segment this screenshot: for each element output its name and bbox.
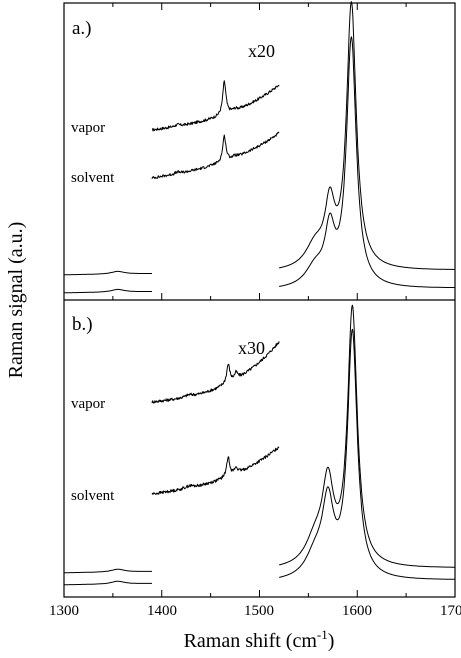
panel-b-vapor-magnified bbox=[151, 341, 280, 404]
panel-a-solvent-label: solvent bbox=[71, 170, 115, 186]
x-tick-label: 1700 bbox=[440, 603, 461, 619]
panel-a-vapor-magnified bbox=[151, 80, 280, 132]
panel-a-solvent-magnified bbox=[151, 131, 280, 180]
panel-a-vapor-baseline-right bbox=[278, 1, 455, 270]
panel-b-solvent-baseline-left bbox=[64, 580, 152, 586]
x-axis-ticks bbox=[63, 3, 456, 597]
panel-a-vapor-baseline-left bbox=[63, 270, 152, 276]
panel-a-vapor-label: vapor bbox=[71, 120, 105, 136]
panel-a-solvent-baseline-right bbox=[279, 36, 455, 289]
panel-b-vapor-baseline-right bbox=[278, 304, 455, 568]
x-tick-label: 1400 bbox=[147, 603, 177, 619]
x-axis-label-superscript: -1 bbox=[317, 627, 328, 642]
x-tick-label: 1300 bbox=[49, 603, 79, 619]
panel-a-multiplier: x20 bbox=[248, 41, 275, 61]
panel-b-solvent-baseline-right bbox=[278, 328, 455, 580]
y-axis-label: Raman signal (a.u.) bbox=[5, 222, 27, 379]
panel-b-solvent-magnified bbox=[151, 446, 280, 495]
panel-b-label: b.) bbox=[72, 314, 93, 335]
x-axis-label-main: Raman shift (cm bbox=[184, 630, 318, 652]
panel-a-label: a.) bbox=[72, 18, 92, 39]
x-axis-label: Raman shift (cm-1) bbox=[184, 627, 335, 652]
x-axis-label-suffix: ) bbox=[328, 630, 335, 652]
panel-a-solvent-baseline-left bbox=[64, 288, 152, 294]
x-tick-label: 1600 bbox=[342, 603, 372, 619]
panel-b-solvent-label: solvent bbox=[71, 488, 115, 504]
panel-b-vapor-baseline-left bbox=[64, 568, 152, 574]
panel-b-vapor-label: vapor bbox=[71, 396, 105, 412]
x-tick-label: 1500 bbox=[244, 603, 274, 619]
panel-b-traces bbox=[64, 304, 455, 586]
panel-a-traces bbox=[63, 1, 455, 294]
panel-b-multiplier: x30 bbox=[238, 338, 265, 358]
x-tick-labels: 1300 1400 1500 1600 1700 bbox=[49, 603, 461, 619]
